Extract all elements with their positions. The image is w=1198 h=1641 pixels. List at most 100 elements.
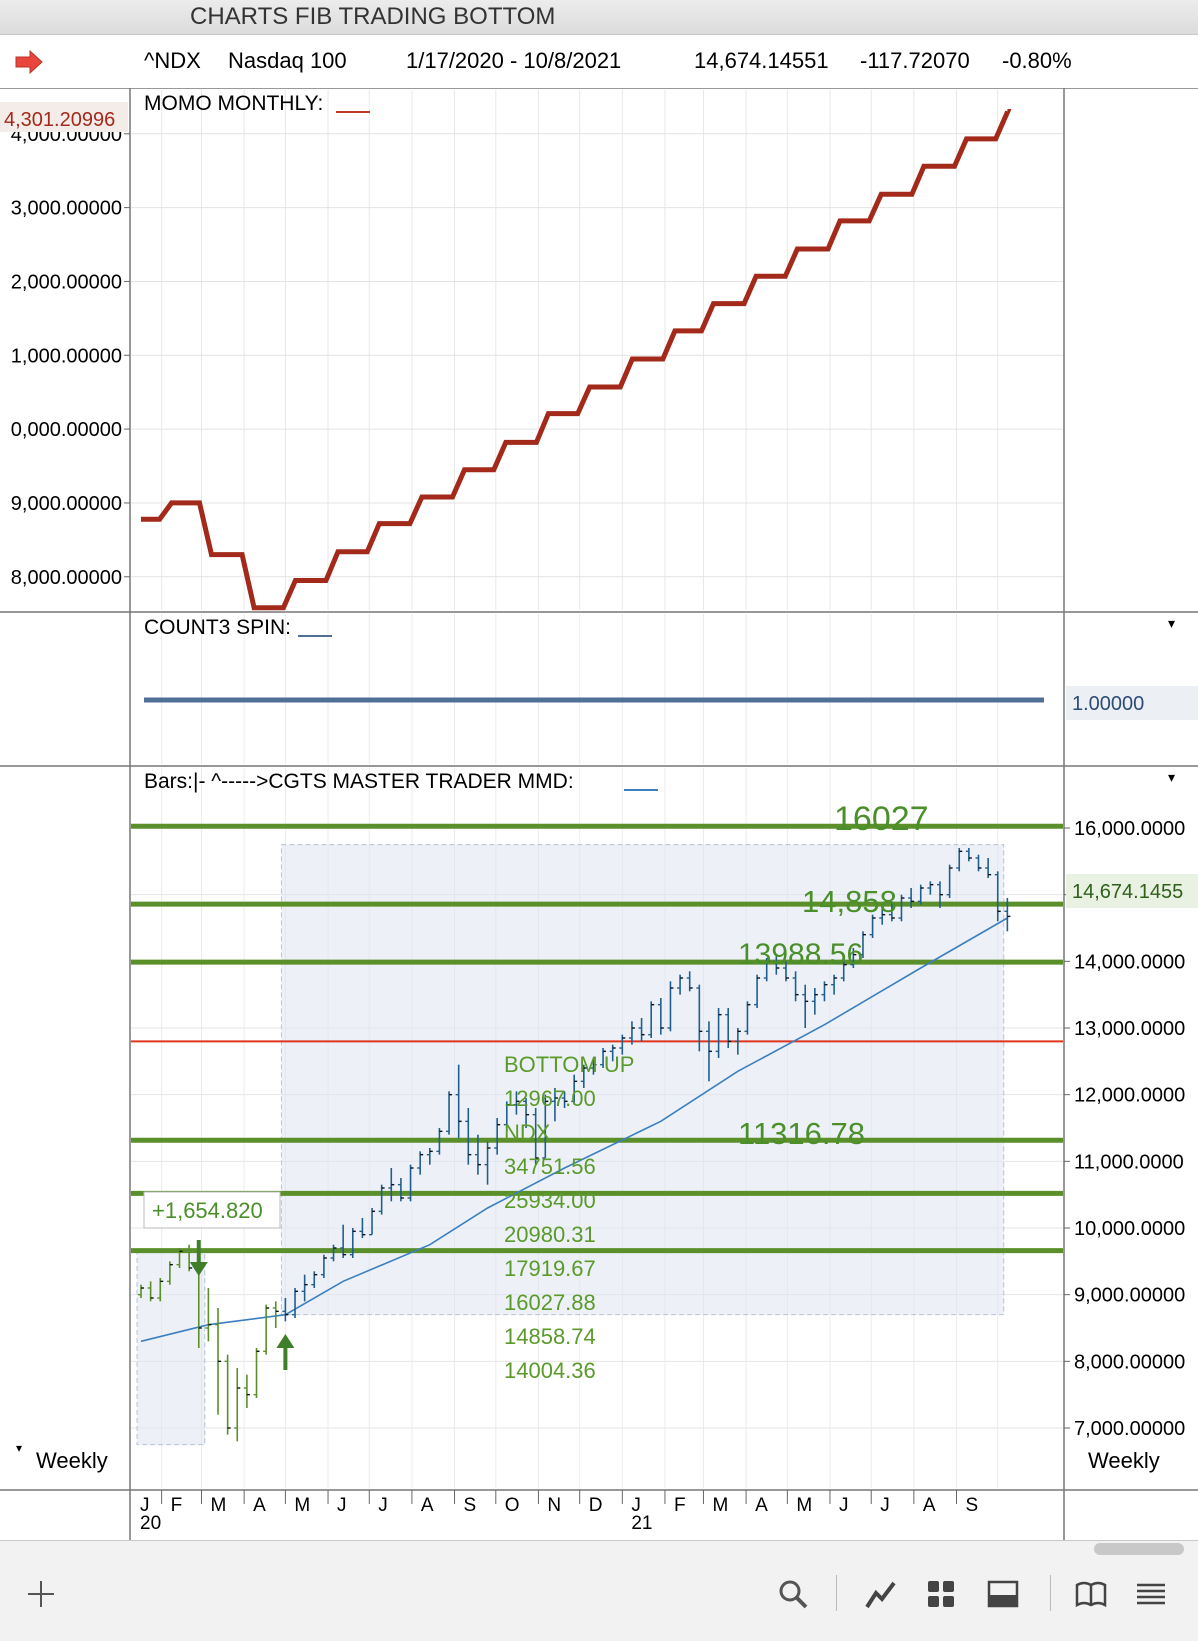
symbol-name: Nasdaq 100 (228, 48, 347, 73)
y-tick-label: 8,000.00000 (11, 567, 122, 589)
spin-title: COUNT3 SPIN: (144, 616, 291, 639)
fib-level-label: 14,858 (802, 884, 897, 919)
annotation-line: 17919.67 (504, 1256, 596, 1281)
momo-series-line (141, 109, 1012, 611)
price-value-tag: 14,674.1455 (1066, 874, 1198, 908)
search-icon[interactable] (776, 1577, 810, 1611)
momo-value-tag-text: 4,301.20996 (4, 109, 115, 131)
x-tick-label: N (547, 1495, 561, 1516)
price-value-tag-bg (1066, 874, 1198, 908)
spin-menu-icon[interactable]: ▾ (1168, 615, 1175, 631)
annotation-line: 14858.74 (504, 1324, 596, 1349)
x-tick-label: S (464, 1495, 477, 1516)
menu-icon[interactable] (1134, 1577, 1168, 1611)
annotation-line: 16027.88 (504, 1290, 596, 1315)
y-tick-label: 11,000.0000 (1074, 1151, 1184, 1173)
spin-value-tag: 1.00000 (1066, 686, 1198, 720)
y-tick-label: 0,000.00000 (11, 419, 122, 441)
x-tick-label: A (923, 1495, 936, 1516)
annotation-line: NDX (504, 1120, 551, 1145)
price-menu-icon[interactable]: ▾ (1168, 769, 1175, 785)
x-tick-label: F (674, 1495, 686, 1516)
y-tick-label: 9,000.00000 (11, 493, 122, 515)
signal-markers (189, 1240, 295, 1370)
spin-value-tag-bg (1066, 686, 1198, 720)
x-tick-label: M (712, 1495, 728, 1516)
window-title: CHARTS FIB TRADING BOTTOM (190, 3, 556, 30)
x-tick-label: J (631, 1495, 641, 1516)
horizontal-scrollbar[interactable] (1094, 1543, 1184, 1555)
x-tick-label: M (294, 1495, 310, 1516)
add-icon[interactable] (24, 1577, 58, 1611)
momo-value-tag: 4,301.20996 (0, 102, 128, 132)
fib-level-label: 11316.78 (738, 1116, 865, 1151)
period-right[interactable]: Weekly (1088, 1448, 1160, 1473)
x-year-label: 21 (631, 1513, 652, 1534)
y-tick-label: 13,000.0000 (1074, 1018, 1185, 1040)
fib-level-label: 16027 (834, 800, 929, 838)
toolbar-divider (1050, 1575, 1051, 1611)
y-tick-label: 8,000.00000 (1074, 1351, 1185, 1373)
ohlc-bars (138, 848, 1011, 1442)
x-tick-label: A (755, 1495, 768, 1516)
annotation-line: 34751.56 (504, 1154, 596, 1179)
shaded-range (280, 844, 1005, 1316)
book-icon[interactable] (1074, 1577, 1108, 1611)
y-tick-label: 1,000.00000 (11, 345, 122, 367)
grid-layout-icon[interactable] (924, 1577, 958, 1611)
measure-label-text: +1,654.820 (152, 1198, 263, 1223)
date-range[interactable]: 1/17/2020 - 10/8/2021 (406, 48, 622, 73)
annotation-line: 14004.36 (504, 1358, 596, 1383)
price-panel[interactable]: Bars:|- ^----->CGTS MASTER TRADER MMD: ▾… (131, 769, 1198, 1446)
x-axis: J F M A M J J A S O N D J F M A M J J A S20 21 (140, 1490, 978, 1534)
y-tick-label: 7,000.00000 (1074, 1418, 1185, 1440)
y-tick-label: 12,000.0000 (1074, 1085, 1185, 1107)
price-y-axis: 16,000.000015,000.000014,000.000013,000.… (1064, 818, 1185, 1440)
panel-layout-icon[interactable] (986, 1577, 1020, 1611)
fib-level-label: 13988.56 (738, 938, 863, 971)
last-price: 14,674.14551 (694, 48, 829, 73)
annotation-line: 12967.00 (504, 1086, 596, 1111)
x-tick-label: J (839, 1495, 849, 1516)
x-year-label: 20 (140, 1513, 161, 1534)
x-tick-label: J (880, 1495, 890, 1516)
y-tick-label: 14,000.0000 (1074, 951, 1185, 973)
spin-grid (161, 614, 999, 764)
toolbar-divider (836, 1575, 837, 1611)
period-left[interactable]: Weekly (36, 1448, 108, 1473)
x-tick-label: F (171, 1495, 183, 1516)
chart-area[interactable]: MOMO MONTHLY: 4,000.000003,000.000002,00… (0, 88, 1198, 1540)
measure-label-box (143, 1191, 281, 1229)
bottom-toolbar (0, 1540, 1198, 1641)
measure-label: +1,654.820 (143, 1191, 281, 1229)
x-tick-label: O (505, 1495, 520, 1516)
momo-panel[interactable]: MOMO MONTHLY: 4,000.000003,000.000002,00… (0, 92, 1012, 611)
spin-value-tag-text: 1.00000 (1072, 693, 1144, 715)
annotation-line: 25934.00 (504, 1188, 596, 1213)
moving-average-line (140, 917, 1008, 1343)
price-change: -117.72070 (860, 48, 970, 73)
x-tick-label: M (211, 1495, 227, 1516)
x-tick-label: A (421, 1495, 434, 1516)
spin-panel[interactable]: COUNT3 SPIN: ▾ 1.00000 (144, 615, 1198, 720)
x-tick-label: S (965, 1495, 978, 1516)
x-tick-label: D (589, 1495, 603, 1516)
period-left-menu-icon[interactable]: ▾ (16, 1441, 22, 1455)
x-tick-label: J (378, 1495, 388, 1516)
y-tick-label: 10,000.0000 (1074, 1218, 1185, 1240)
fib-levels (131, 823, 1063, 1254)
bottom-up-annotation: BOTTOM UP 12967.00 NDX 34751.56 25934.00 2098… (504, 1052, 634, 1383)
red-arrow-icon[interactable] (14, 50, 44, 74)
window-title-bar: CHARTS FIB TRADING BOTTOM (0, 0, 1198, 35)
y-tick-label: 2,000.00000 (11, 271, 122, 293)
shaded-range (136, 1249, 206, 1446)
momo-grid (131, 90, 1063, 610)
symbol[interactable]: ^NDX (144, 48, 201, 73)
momo-y-axis: 4,000.000003,000.000002,000.000001,000.0… (11, 124, 130, 589)
annotation-line: 20980.31 (504, 1222, 596, 1247)
x-tick-label: M (796, 1495, 812, 1516)
up-arrow-head-icon (276, 1334, 295, 1348)
draw-line-icon[interactable] (864, 1577, 898, 1611)
symbol-info-bar: ^NDX Nasdaq 100 1/17/2020 - 10/8/2021 14… (0, 36, 1198, 89)
x-tick-label: J (140, 1495, 150, 1516)
